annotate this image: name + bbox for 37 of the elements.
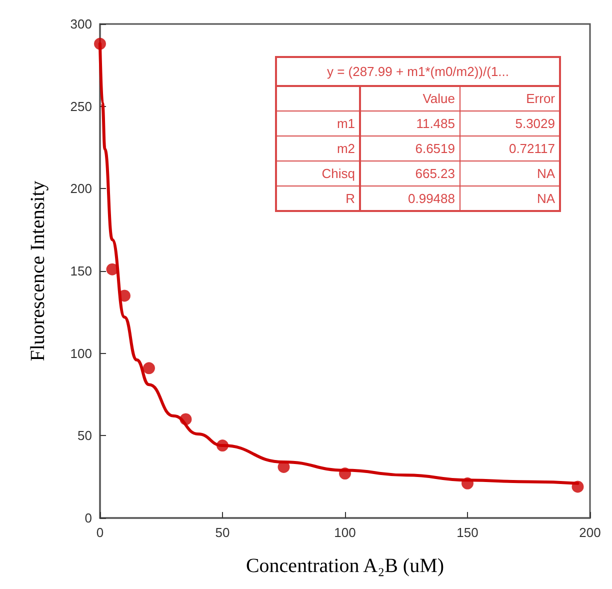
y-tick-label: 200: [70, 181, 92, 196]
y-tick-label: 150: [70, 264, 92, 278]
point: [118, 290, 130, 302]
y-tick-label: 0: [84, 510, 92, 526]
point: [572, 480, 584, 493]
y-tick-label: 300: [70, 16, 92, 32]
annotation: NA: [536, 166, 556, 181]
annotation: Chisq: [322, 166, 355, 181]
x-axis-title: Concentration A₂B (uM): [246, 555, 444, 577]
annotation: 5.3029: [515, 116, 555, 131]
point: [94, 38, 106, 50]
y-tick-label: 250: [70, 98, 92, 114]
point: [339, 468, 351, 480]
y-tick-label: 100: [70, 346, 92, 361]
point: [180, 413, 192, 426]
x-tick-label: 50: [215, 525, 230, 540]
annotation: m1: [336, 116, 355, 131]
y-tick-label: 50: [78, 428, 92, 444]
y-axis-title: Fluorescence Intensity: [27, 180, 49, 362]
annotation: R: [346, 191, 355, 206]
annotation: Value: [422, 91, 455, 106]
x-tick-label: 200: [579, 525, 601, 540]
annotation: 6.6519: [415, 141, 455, 156]
annotation: 11.485: [416, 116, 455, 131]
point: [216, 440, 228, 452]
annotation: Error: [526, 91, 556, 106]
point: [462, 477, 474, 490]
annotation: NA: [536, 191, 556, 206]
annotation: 0.72117: [508, 141, 555, 156]
annotation: m2: [336, 141, 355, 156]
annotation: 0.99488: [408, 191, 455, 206]
x-tick-label: 150: [456, 525, 478, 540]
x-tick-label: 0: [96, 525, 104, 540]
point: [143, 362, 155, 374]
annotation: y = (287.99 + m1*(m0/m2))/(1...: [326, 64, 510, 79]
annotation: 665.23: [415, 166, 455, 181]
x-tick-label: 100: [334, 525, 356, 540]
